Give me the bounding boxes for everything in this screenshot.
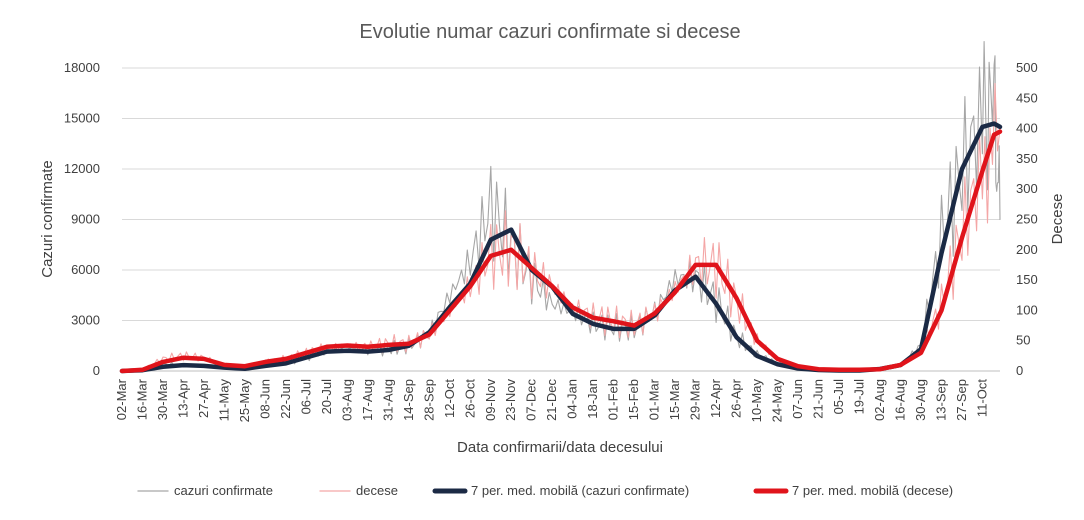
legend-label: 7 per. med. mobilă (cazuri confirmate) [471, 483, 689, 498]
y-tick-label-right: 150 [1016, 272, 1038, 287]
legend: cazuri confirmate decese 7 per. med. mobil… [137, 483, 953, 498]
legend-label: 7 per. med. mobilă (decese) [792, 483, 953, 498]
x-tick-label: 12-Oct [442, 379, 457, 418]
x-tick-label: 15-Feb [626, 379, 641, 420]
x-tick-label: 12-Apr [708, 378, 723, 418]
x-tick-label: 07-Jun [790, 379, 805, 419]
y-axis-title-left: Cazuri confirmate [39, 160, 56, 278]
x-tick-label: 05-Jul [831, 379, 846, 415]
chart-title: Evolutie numar cazuri confirmate si dece… [359, 21, 740, 43]
x-tick-label: 23-Nov [503, 379, 518, 421]
x-tick-label: 02-Mar [114, 378, 129, 420]
y-tick-label-left: 15000 [64, 111, 100, 126]
x-tick-label: 27-Sep [954, 379, 969, 421]
legend-label: cazuri confirmate [174, 483, 273, 498]
y-tick-label-right: 100 [1016, 302, 1038, 317]
x-tick-label: 18-Jan [585, 379, 600, 419]
x-tick-label: 27-Apr [196, 378, 211, 418]
x-tick-label: 09-Nov [483, 379, 498, 421]
right-axis: 0 50 100 150 200 250 300 350 400 450 500 [1016, 60, 1038, 378]
x-tick-label: 13-Sep [933, 379, 948, 421]
y-tick-label-right: 500 [1016, 60, 1038, 75]
left-axis: 0 3000 6000 9000 12000 15000 18000 [64, 60, 100, 378]
x-axis-title: Data confirmarii/data decesului [457, 439, 663, 456]
y-tick-label-right: 350 [1016, 151, 1038, 166]
series-line-0 [121, 41, 1001, 372]
y-tick-label-right: 300 [1016, 181, 1038, 196]
x-tick-label: 22-Jun [278, 379, 293, 419]
x-tick-label: 03-Aug [339, 379, 354, 421]
legend-label: decese [356, 483, 398, 498]
x-tick-label: 01-Mar [647, 378, 662, 420]
y-tick-label-left: 3000 [71, 313, 100, 328]
y-tick-label-right: 400 [1016, 121, 1038, 136]
x-tick-label: 29-Mar [688, 378, 703, 420]
x-tick-label: 24-May [770, 379, 785, 423]
x-tick-label: 30-Mar [155, 378, 170, 420]
x-tick-label: 26-Apr [729, 378, 744, 418]
x-tick-label: 16-Mar [134, 378, 149, 420]
series-group [119, 41, 1003, 374]
x-tick-label: 28-Sep [421, 379, 436, 421]
x-tick-label: 26-Oct [462, 379, 477, 418]
y-tick-label-left: 12000 [64, 161, 100, 176]
x-axis: 02-Mar 16-Mar 30-Mar 13-Apr 27-Apr 11-May 25-M… [114, 370, 1000, 423]
x-tick-label: 31-Aug [380, 379, 395, 421]
x-tick-label: 10-May [749, 379, 764, 423]
x-tick-label: 21-Dec [544, 379, 559, 421]
y-tick-label-right: 450 [1016, 90, 1038, 105]
x-tick-label: 11-Oct [974, 379, 989, 417]
y-tick-label-left: 18000 [64, 60, 100, 75]
x-tick-label: 21-Jun [811, 379, 826, 419]
y-tick-label-left: 6000 [71, 262, 100, 277]
y-tick-label-left: 0 [93, 363, 100, 378]
x-tick-label: 19-Jul [852, 379, 867, 415]
x-tick-label: 13-Apr [175, 378, 190, 418]
y-tick-label-right: 0 [1016, 363, 1023, 378]
x-tick-label: 20-Jul [319, 379, 334, 415]
x-tick-label: 30-Aug [913, 379, 928, 421]
series-line-3 [119, 129, 1003, 374]
x-tick-label: 06-Jul [298, 379, 313, 415]
x-tick-label: 02-Aug [872, 379, 887, 421]
x-tick-label: 14-Sep [401, 379, 416, 421]
x-tick-label: 15-Mar [667, 378, 682, 420]
y-tick-label-right: 200 [1016, 242, 1038, 257]
y-tick-label-left: 9000 [71, 212, 100, 227]
y-tick-label-right: 250 [1016, 212, 1038, 227]
x-tick-label: 16-Aug [892, 379, 907, 421]
x-tick-label: 25-May [237, 379, 252, 423]
grid-lines [122, 67, 1000, 372]
x-tick-label: 04-Jan [565, 379, 580, 419]
series-line-2 [119, 121, 1003, 374]
x-tick-label: 11-May [216, 379, 231, 422]
y-tick-label-right: 50 [1016, 333, 1030, 348]
x-tick-label: 07-Dec [524, 379, 539, 421]
y-axis-title-right: Decese [1049, 194, 1066, 245]
x-tick-label: 01-Feb [606, 379, 621, 420]
x-tick-label: 08-Jun [257, 379, 272, 419]
x-tick-label: 17-Aug [360, 379, 375, 421]
series-line-1 [121, 83, 1001, 372]
